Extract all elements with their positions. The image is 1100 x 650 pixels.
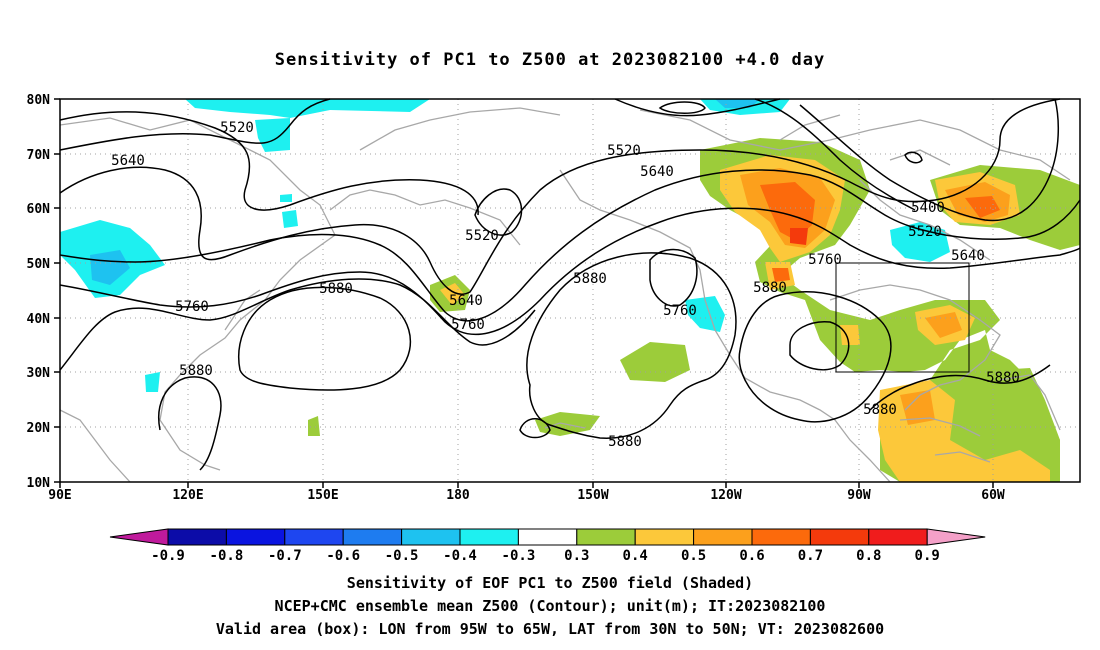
map-title: Sensitivity of PC1 to Z500 at 2023082100… <box>274 50 826 70</box>
longitude-label: 60W <box>981 488 1005 503</box>
latitude-label: 50N <box>27 257 51 272</box>
colorbar-tick-label: 0.9 <box>915 548 940 564</box>
contour-label: 5760 <box>808 252 842 268</box>
colorbar-segment <box>342 528 403 546</box>
longitude-label: 90W <box>847 488 871 503</box>
z500-contours <box>59 98 1081 471</box>
colorbar-tick-label: -0.3 <box>502 548 536 564</box>
shaded-positive <box>308 138 1080 482</box>
longitude-label: 180 <box>446 488 470 503</box>
contour-label: 5640 <box>111 153 145 169</box>
contour-label: 5520 <box>220 120 254 136</box>
contour-label: 5880 <box>319 281 353 297</box>
longitude-label: 90E <box>48 488 71 503</box>
latitude-labels: 80N 70N 60N 50N 40N 30N 20N 10N <box>27 93 51 491</box>
latitude-label: 70N <box>27 148 51 163</box>
contour-label: 5880 <box>753 280 787 296</box>
colorbar <box>109 528 986 546</box>
colorbar-low-extend <box>109 528 169 546</box>
colorbar-segment <box>459 528 519 546</box>
contour-label: 5760 <box>663 303 697 319</box>
colorbar-segment <box>517 528 578 546</box>
longitude-label: 120W <box>710 488 741 503</box>
longitude-label: 150E <box>307 488 338 503</box>
colorbar-tick-label: 0.7 <box>798 548 823 564</box>
contour-label: 5760 <box>451 317 485 333</box>
colorbar-segment <box>868 528 928 546</box>
latitude-label: 10N <box>27 476 51 491</box>
map-panel <box>54 98 1081 488</box>
colorbar-segment <box>284 528 344 546</box>
colorbar-segment <box>576 528 636 546</box>
contour-labels: 5520 5640 5760 5880 5880 5640 5760 5520 5520 5640… <box>111 120 1020 450</box>
colorbar-tick-label: 0.8 <box>856 548 881 564</box>
longitude-label: 150W <box>577 488 608 503</box>
colorbar-segment <box>401 528 461 546</box>
contour-label: 5520 <box>465 228 499 244</box>
footer-contour-caption: NCEP+CMC ensemble mean Z500 (Contour); u… <box>274 597 826 615</box>
latitude-label: 40N <box>27 312 51 327</box>
longitude-label: 120E <box>172 488 203 503</box>
colorbar-segment <box>634 528 695 546</box>
colorbar-tick-label: -0.8 <box>210 548 244 564</box>
colorbar-tick-label: 0.6 <box>739 548 764 564</box>
latitude-label: 60N <box>27 202 51 217</box>
contour-label: 5880 <box>863 402 897 418</box>
valid-area-box <box>835 262 970 373</box>
contour-label: 5640 <box>951 248 985 264</box>
colorbar-tick-label: -0.6 <box>326 548 360 564</box>
latitude-label: 30N <box>27 366 51 381</box>
contour-label: 5640 <box>449 293 483 309</box>
contour-label: 5520 <box>908 224 942 240</box>
colorbar-tick-label: -0.5 <box>385 548 419 564</box>
contour-label: 5640 <box>640 164 674 180</box>
colorbar-segment <box>167 528 227 546</box>
contour-label: 5760 <box>175 299 209 315</box>
colorbar-segment <box>809 528 870 546</box>
colorbar-tick-label: -0.4 <box>443 548 477 564</box>
colorbar-high-extend <box>926 528 986 546</box>
contour-label: 5520 <box>607 143 641 159</box>
colorbar-tick-label: 0.4 <box>623 548 648 564</box>
longitude-labels: 90E 120E 150E 180 150W 120W 90W 60W <box>48 488 1005 503</box>
colorbar-tick-label: -0.9 <box>151 548 185 564</box>
colorbar-tick-label: 0.3 <box>564 548 589 564</box>
latitude-label: 80N <box>27 93 51 108</box>
colorbar-tick-label: -0.7 <box>268 548 302 564</box>
latitude-label: 20N <box>27 421 51 436</box>
colorbar-segment <box>751 528 811 546</box>
colorbar-tick-label: 0.5 <box>681 548 706 564</box>
contour-label: 5880 <box>986 370 1020 386</box>
colorbar-labels: -0.9 -0.8 -0.7 -0.6 -0.5 -0.4 -0.3 0.3 0.4 0.5 0.6… <box>151 548 940 564</box>
coastlines <box>59 107 1071 483</box>
contour-label: 5880 <box>608 434 642 450</box>
contour-label: 5880 <box>179 363 213 379</box>
footer-shaded-caption: Sensitivity of EOF PC1 to Z500 field (Sh… <box>346 574 754 592</box>
colorbar-segment <box>693 528 753 546</box>
contour-label: 5400 <box>911 200 945 216</box>
footer-valid-area-caption: Valid area (box): LON from 95W to 65W, L… <box>215 620 885 638</box>
colorbar-segment <box>225 528 286 546</box>
contour-label: 5880 <box>573 271 607 287</box>
